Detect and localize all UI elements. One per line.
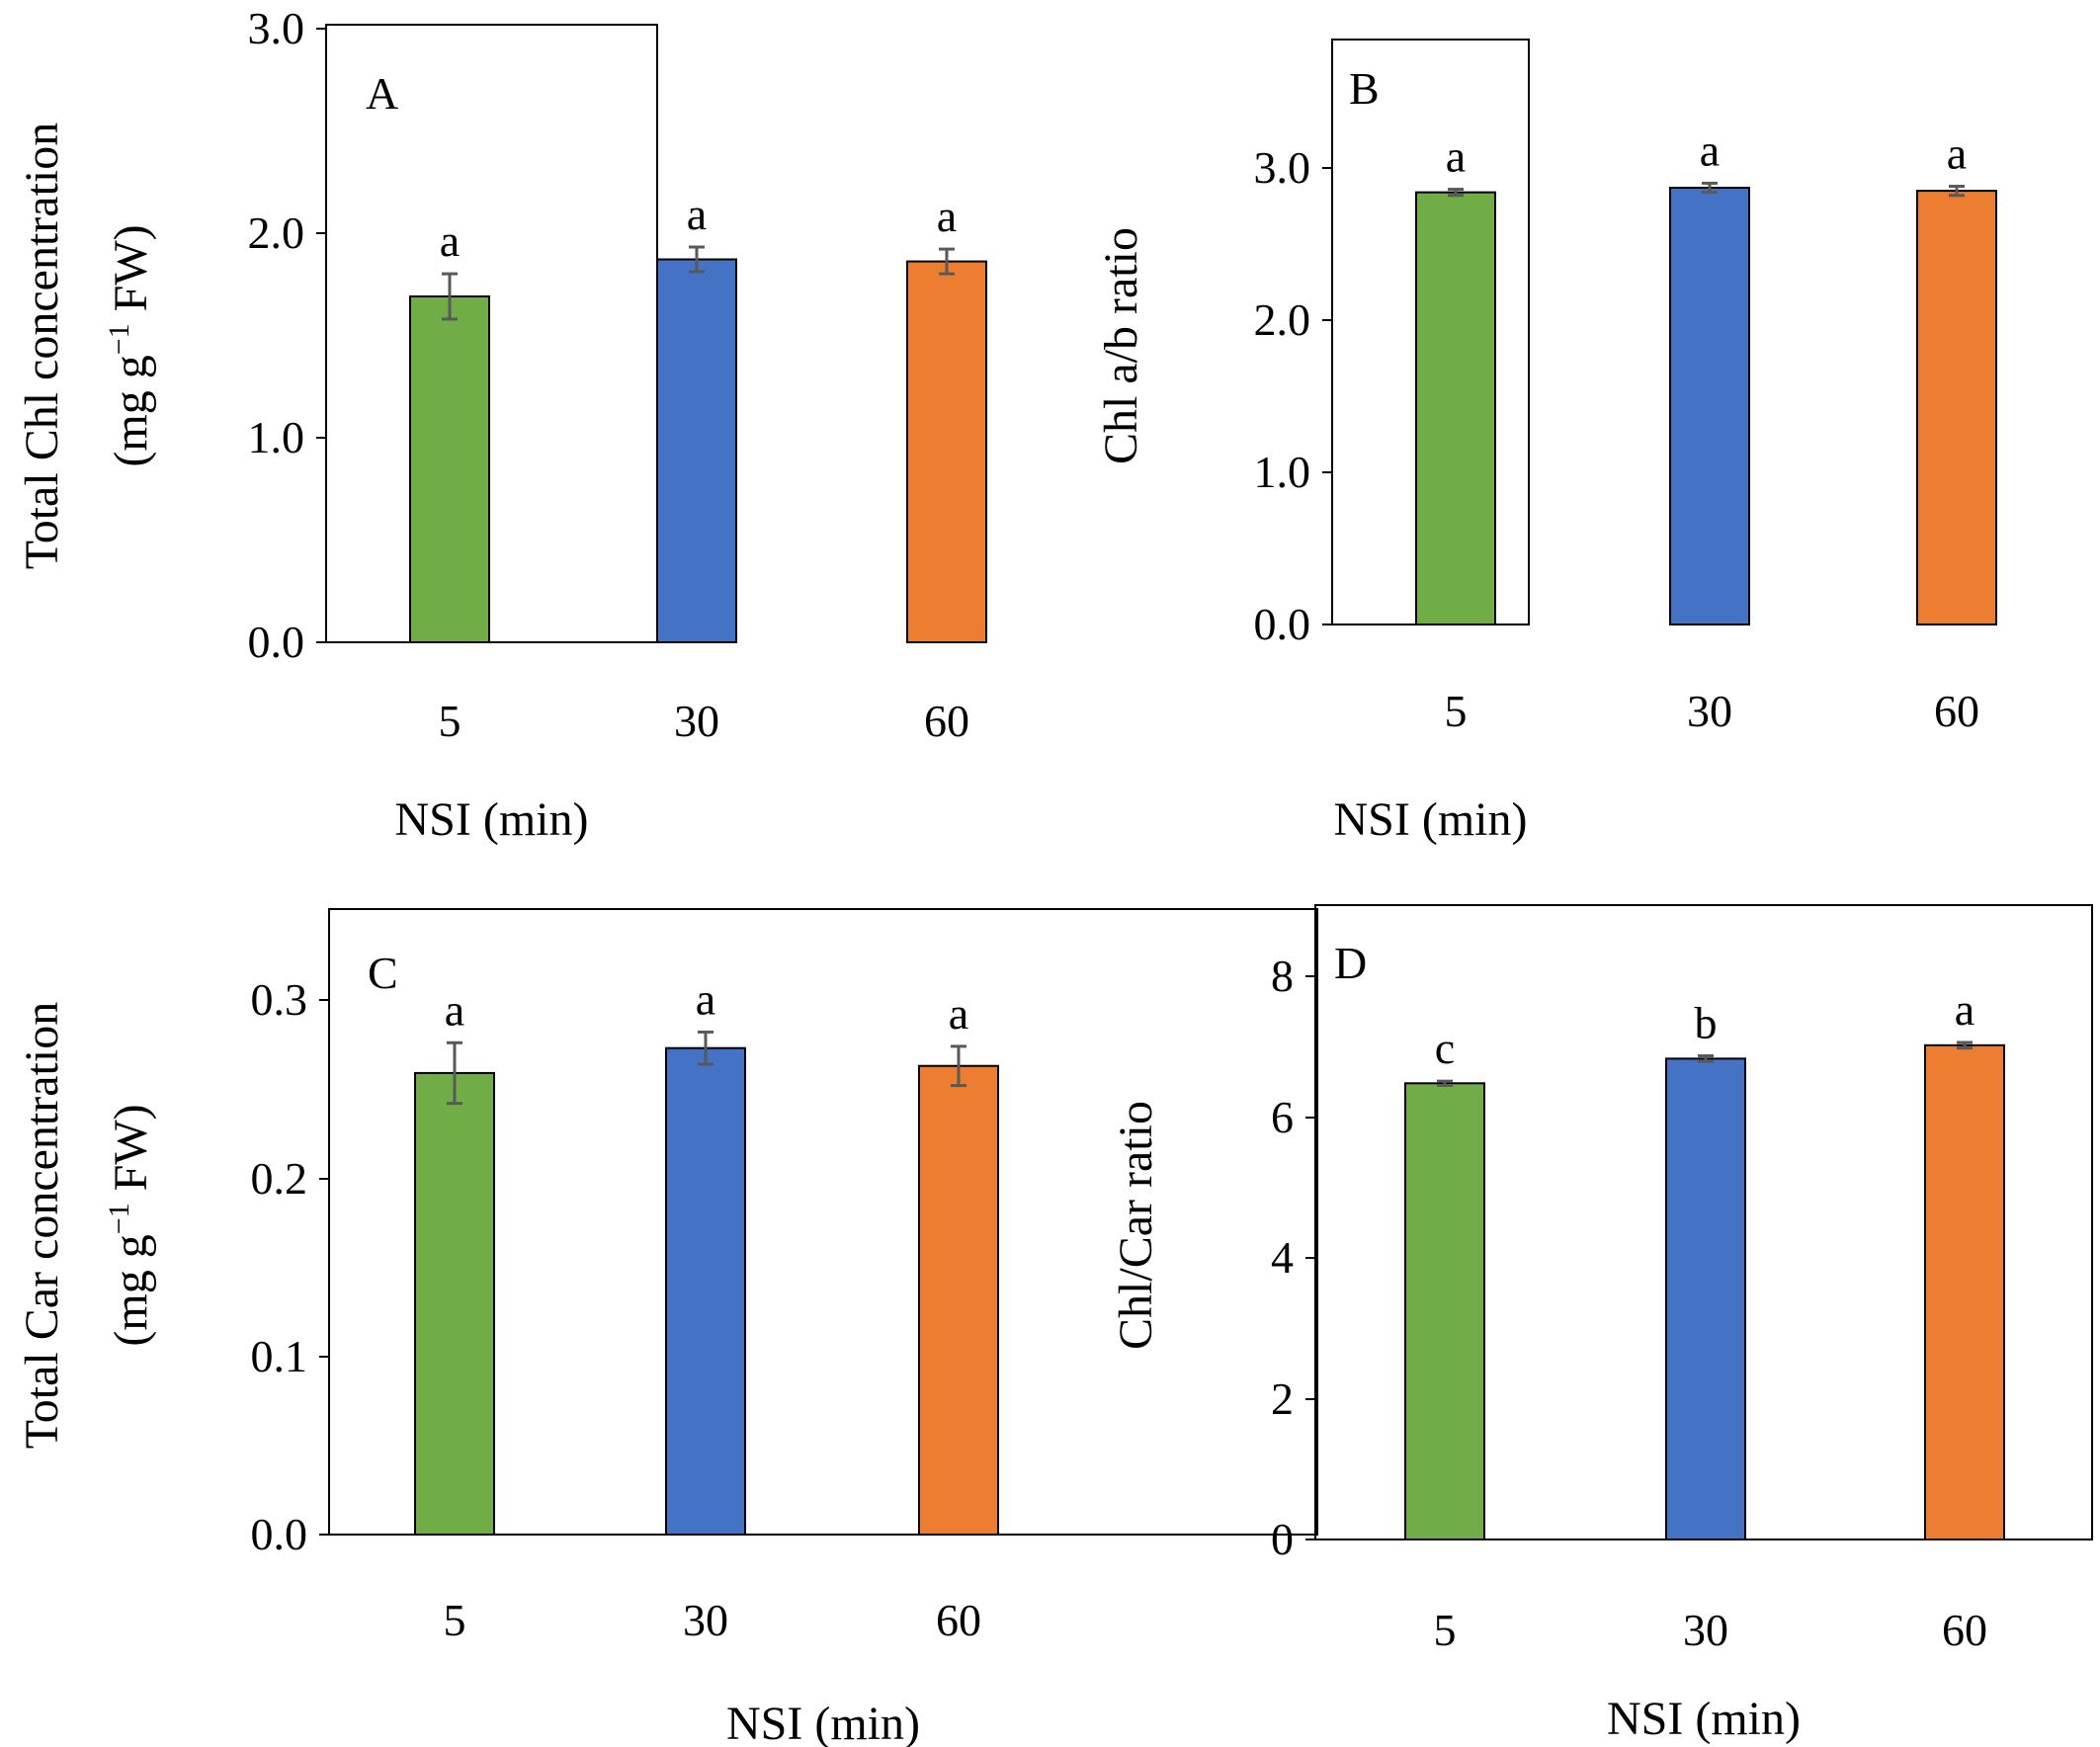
panel-label-d: D — [1334, 938, 1367, 988]
y-tick-label-b: 3.0 — [1254, 142, 1311, 193]
x-axis-label-b: NSI (min) — [1334, 793, 1528, 846]
panel-label-c: C — [368, 948, 398, 998]
y-tick-label-a: 2.0 — [248, 208, 305, 258]
y-tick-label-a: 0.0 — [248, 617, 305, 667]
y-axis-label-c: Total Car concentration — [16, 1002, 68, 1449]
x-tick-label-a: 60 — [924, 696, 969, 746]
panel-label-b: B — [1349, 63, 1380, 114]
bar-c-60 — [918, 1064, 999, 1537]
bar-b-5 — [1415, 191, 1496, 625]
y-tick-label-d: 2 — [1271, 1373, 1294, 1424]
significance-letter-b: a — [1700, 125, 1720, 175]
y-tick-label-c: 0.0 — [251, 1509, 308, 1559]
x-tick-label-d: 30 — [1683, 1605, 1728, 1655]
bar-d-5 — [1404, 1082, 1485, 1541]
significance-letter-a: a — [440, 215, 460, 266]
bar-c-5 — [414, 1071, 495, 1536]
x-tick-label-c: 5 — [444, 1595, 466, 1645]
y-axis-label-superscript-a: −1 — [103, 323, 135, 355]
panel-a: 0.0 1.0 2.0 3.0 a 5 a 30 a 60 A NSI (min) Total Chl … — [16, 3, 987, 846]
y-axis-label-a: Total Chl concentration — [16, 123, 68, 570]
significance-letter-c: a — [445, 984, 464, 1035]
x-tick-label-b: 30 — [1687, 686, 1732, 736]
significance-letter-a: a — [937, 191, 957, 241]
y-axis-label-text-c: FW) — [105, 1104, 157, 1203]
y-axis-label-b: Chl a/b ratio — [1095, 227, 1147, 464]
x-tick-label-c: 30 — [683, 1595, 728, 1645]
y-tick-label-d: 6 — [1271, 1092, 1294, 1142]
bar-d-30 — [1665, 1057, 1746, 1541]
y-tick-label-b: 1.0 — [1254, 447, 1311, 497]
plot-frame-c — [328, 908, 1318, 1536]
x-tick-label-d: 5 — [1434, 1605, 1457, 1655]
bar-a-30 — [656, 258, 737, 643]
bar-b-30 — [1669, 187, 1750, 626]
y-tick-label-d: 4 — [1271, 1232, 1294, 1283]
y-axis-label-c: (mg g−1 FW) — [103, 1104, 157, 1346]
significance-letter-c: a — [949, 988, 968, 1039]
y-tick-label-d: 0 — [1271, 1514, 1294, 1564]
y-axis-label-text-a: (mg g — [105, 355, 157, 466]
y-axis-label-superscript-c: −1 — [103, 1203, 135, 1234]
y-axis-label-d: Chl/Car ratio — [1110, 1101, 1162, 1350]
x-tick-label-a: 5 — [439, 696, 462, 746]
x-tick-label-b: 60 — [1934, 686, 1979, 736]
panel-b: 0.0 1.0 2.0 3.0 a 5 a 30 a 60 B NSI (min) Chl a/b ra… — [1095, 39, 1997, 846]
significance-letter-d: a — [1955, 984, 1974, 1035]
x-tick-label-c: 60 — [936, 1595, 981, 1645]
x-axis-label-c: NSI (min) — [726, 1698, 920, 1747]
y-axis-label-text-c: (mg g — [105, 1234, 157, 1346]
y-tick-label-c: 0.2 — [251, 1153, 308, 1204]
panel-d: 0 2 4 6 8 c 5 b 30 a 60 D NSI (min) Chl/Car ratio — [1110, 904, 2093, 1745]
y-tick-label-c: 0.3 — [251, 974, 308, 1025]
y-tick-label-a: 1.0 — [248, 412, 305, 462]
y-tick-label-d: 8 — [1271, 951, 1294, 1001]
significance-letter-b: a — [1947, 127, 1967, 178]
y-axis-label-a: (mg g−1 FW) — [103, 224, 157, 466]
significance-letter-a: a — [687, 189, 707, 239]
y-tick-label-b: 0.0 — [1254, 599, 1311, 649]
significance-letter-d: b — [1695, 998, 1718, 1048]
significance-letter-c: a — [696, 973, 715, 1024]
significance-letter-b: a — [1446, 131, 1466, 182]
x-tick-label-a: 30 — [674, 696, 719, 746]
bar-b-60 — [1916, 190, 1997, 625]
y-axis-label-text-a: FW) — [105, 224, 157, 323]
significance-letter-d: c — [1435, 1023, 1455, 1073]
y-tick-label-c: 0.1 — [251, 1331, 308, 1381]
x-tick-label-b: 5 — [1445, 686, 1468, 736]
bar-a-5 — [409, 295, 490, 643]
x-axis-label-d: NSI (min) — [1607, 1693, 1801, 1745]
x-tick-label-d: 60 — [1942, 1605, 1987, 1655]
bar-a-60 — [906, 260, 987, 643]
x-axis-label-a: NSI (min) — [395, 793, 589, 846]
bar-c-30 — [665, 1046, 746, 1536]
bar-d-60 — [1924, 1043, 2005, 1540]
y-tick-label-a: 3.0 — [248, 3, 305, 53]
y-tick-label-b: 2.0 — [1254, 294, 1311, 345]
panel-label-a: A — [366, 68, 398, 119]
